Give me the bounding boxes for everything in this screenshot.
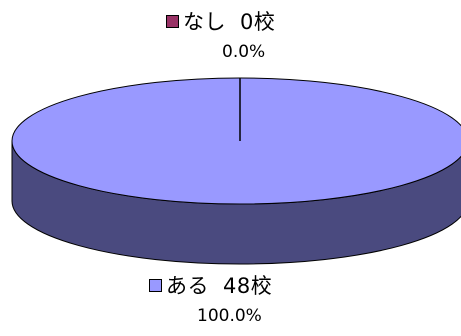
pie-slice-aru	[11, 77, 461, 205]
data-label-nashi: なし 0校 0.0%	[166, 6, 275, 62]
data-label-aru: ある 48校 100.0%	[149, 270, 272, 326]
count-nashi: 0校	[240, 10, 276, 34]
percent-aru: 100.0%	[197, 306, 262, 326]
category-aru: ある	[166, 274, 209, 298]
swatch-aru	[149, 278, 162, 292]
percent-nashi: 0.0%	[222, 42, 266, 62]
count-aru: 48校	[223, 274, 273, 298]
swatch-nashi	[166, 14, 179, 28]
category-nashi: なし	[183, 10, 226, 34]
